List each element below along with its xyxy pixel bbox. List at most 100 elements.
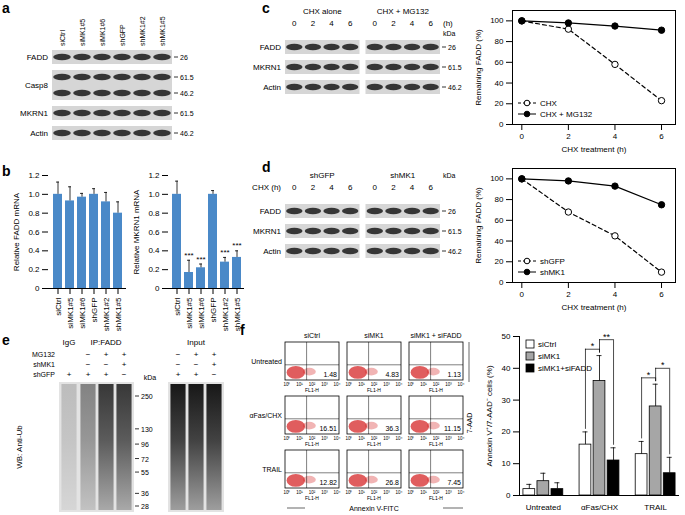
svg-text:CHX treatment (h): CHX treatment (h) <box>562 303 627 312</box>
svg-text:11.15: 11.15 <box>444 425 461 432</box>
svg-text:siMK1+siFADD: siMK1+siFADD <box>538 364 592 373</box>
svg-text:Annexin V⁺/7-AAD⁻ cells (%): Annexin V⁺/7-AAD⁻ cells (%) <box>485 365 494 466</box>
svg-text:0.2: 0.2 <box>28 265 40 274</box>
svg-text:1.2: 1.2 <box>148 171 160 180</box>
svg-text:+: + <box>122 360 127 369</box>
svg-text:siMK1 + siFADD: siMK1 + siFADD <box>410 332 461 339</box>
svg-text:60: 60 <box>495 58 504 67</box>
svg-text:a: a <box>2 0 10 16</box>
svg-text:10¹: 10¹ <box>296 490 303 495</box>
svg-text:10⁴: 10⁴ <box>458 382 465 387</box>
svg-text:2: 2 <box>391 183 396 192</box>
svg-text:80: 80 <box>495 195 504 204</box>
svg-text:46.2: 46.2 <box>180 130 194 137</box>
svg-text:10⁴: 10⁴ <box>458 436 465 441</box>
svg-text:10⁰: 10⁰ <box>407 436 414 441</box>
svg-text:6: 6 <box>428 183 433 192</box>
svg-text:Annexin V-FITC: Annexin V-FITC <box>349 505 398 512</box>
svg-text:shMK1: shMK1 <box>540 268 565 277</box>
svg-text:FL1-H: FL1-H <box>305 495 319 501</box>
svg-text:10³: 10³ <box>321 382 328 387</box>
svg-text:+: + <box>176 370 181 379</box>
svg-text:αFas/CHX: αFas/CHX <box>250 412 283 419</box>
svg-text:40: 40 <box>502 364 511 373</box>
svg-text:MKRN1: MKRN1 <box>253 227 282 236</box>
svg-text:4: 4 <box>329 19 334 28</box>
svg-text:−: − <box>86 350 91 359</box>
svg-text:shMK1#5: shMK1#5 <box>114 297 123 331</box>
svg-text:46.2: 46.2 <box>180 90 194 97</box>
svg-text:60: 60 <box>495 216 504 225</box>
svg-text:αFas/CHX: αFas/CHX <box>581 503 619 512</box>
svg-text:CHX + MG132: CHX + MG132 <box>540 110 593 119</box>
svg-text:0.6: 0.6 <box>28 228 40 237</box>
svg-text:26: 26 <box>448 44 456 51</box>
svg-text:−: − <box>122 370 127 379</box>
svg-text:6: 6 <box>348 19 353 28</box>
svg-text:10³: 10³ <box>383 490 390 495</box>
svg-text:250: 250 <box>141 393 153 400</box>
svg-text:siMK1#6: siMK1#6 <box>99 19 106 46</box>
svg-text:72: 72 <box>141 456 149 463</box>
svg-text:FADD: FADD <box>260 43 282 52</box>
svg-text:20: 20 <box>502 427 511 436</box>
svg-text:+: + <box>194 370 199 379</box>
svg-text:2: 2 <box>311 183 316 192</box>
svg-text:4: 4 <box>410 183 415 192</box>
svg-text:2: 2 <box>566 132 571 141</box>
svg-text:shMK1#5: shMK1#5 <box>159 16 166 46</box>
svg-text:siMK1#5: siMK1#5 <box>66 297 75 329</box>
svg-text:Actin: Actin <box>263 83 281 92</box>
svg-text:6: 6 <box>428 19 433 28</box>
svg-text:−: − <box>176 360 181 369</box>
svg-text:shMK1#2: shMK1#2 <box>221 297 230 331</box>
svg-text:10¹: 10¹ <box>420 490 427 495</box>
svg-text:FL1-H: FL1-H <box>367 441 381 447</box>
svg-text:shMK1: shMK1 <box>390 171 415 180</box>
svg-text:26: 26 <box>180 54 188 61</box>
svg-text:FL1-H: FL1-H <box>429 495 443 501</box>
svg-text:1.0: 1.0 <box>148 190 160 199</box>
svg-text:+: + <box>212 350 217 359</box>
svg-text:siMK1#6: siMK1#6 <box>197 297 206 329</box>
svg-text:10⁴: 10⁴ <box>334 436 341 441</box>
svg-text:40: 40 <box>495 79 504 88</box>
svg-text:shMK1#2: shMK1#2 <box>102 297 111 331</box>
svg-text:FL1-H: FL1-H <box>305 441 319 447</box>
svg-text:(h): (h) <box>443 19 453 28</box>
svg-text:siCtrl: siCtrl <box>304 332 320 339</box>
svg-text:10⁰: 10⁰ <box>283 436 290 441</box>
svg-text:e: e <box>2 332 10 348</box>
svg-text:kDa: kDa <box>443 172 456 179</box>
svg-text:20: 20 <box>495 257 504 266</box>
svg-text:6: 6 <box>348 183 353 192</box>
svg-text:FADD: FADD <box>260 207 282 216</box>
svg-text:10³: 10³ <box>321 490 328 495</box>
svg-text:−: − <box>86 360 91 369</box>
svg-text:siMK1#5: siMK1#5 <box>185 297 194 329</box>
svg-text:10⁰: 10⁰ <box>345 382 352 387</box>
svg-text:0: 0 <box>373 19 378 28</box>
svg-text:61.5: 61.5 <box>448 228 462 235</box>
svg-text:10⁰: 10⁰ <box>407 490 414 495</box>
svg-text:0: 0 <box>499 278 504 287</box>
svg-text:FL1-H: FL1-H <box>429 441 443 447</box>
svg-text:4: 4 <box>329 183 334 192</box>
svg-text:Remaining FADD (%): Remaining FADD (%) <box>474 187 483 264</box>
svg-text:shMK1#5: shMK1#5 <box>233 297 242 331</box>
svg-text:c: c <box>262 0 270 16</box>
svg-text:0.2: 0.2 <box>148 265 160 274</box>
svg-text:FL1-H: FL1-H <box>367 387 381 393</box>
svg-text:7.45: 7.45 <box>447 479 461 486</box>
svg-text:0: 0 <box>292 183 297 192</box>
svg-text:shGFP: shGFP <box>90 298 99 323</box>
svg-text:0.8: 0.8 <box>148 209 160 218</box>
svg-text:10³: 10³ <box>445 382 452 387</box>
svg-text:96: 96 <box>141 441 149 448</box>
svg-text:1.0: 1.0 <box>28 190 40 199</box>
svg-text:10⁴: 10⁴ <box>396 436 403 441</box>
svg-text:10¹: 10¹ <box>296 382 303 387</box>
svg-text:***: *** <box>232 241 241 250</box>
svg-text:30: 30 <box>502 396 511 405</box>
svg-text:+: + <box>86 370 91 379</box>
